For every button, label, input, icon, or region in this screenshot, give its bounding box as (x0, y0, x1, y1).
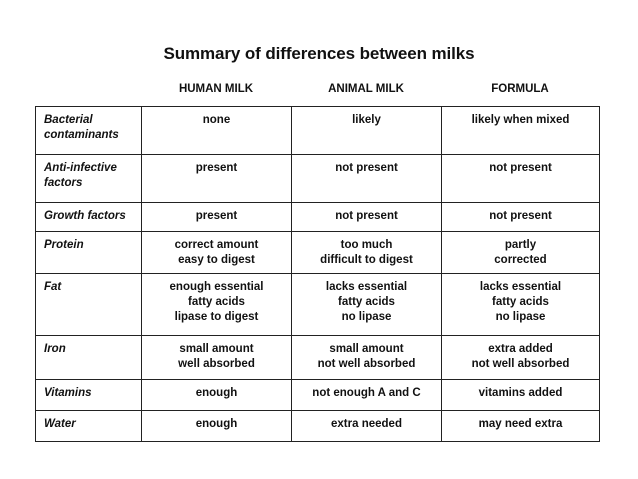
formula-cell: not present (441, 154, 600, 203)
animal-milk-cell: not enough A and C (291, 379, 442, 411)
cell-text-line: not present (335, 210, 398, 222)
human-milk-cell: enough (141, 379, 292, 411)
table-row: Fat enough essential fatty acids lipase to … (35, 273, 600, 336)
cell-text-line: vitamins added (478, 387, 563, 399)
table-row: Iron small amount well absorbed small amoun… (35, 335, 600, 380)
cell-text-line: enough (195, 387, 238, 399)
cell-text-line: fatty acids (188, 296, 245, 308)
cell-text-line: present (195, 162, 238, 174)
cell-text-line: enough (195, 418, 238, 430)
column-header-human-milk: HUMAN MILK (178, 83, 254, 95)
cell-text-line: not well absorbed (471, 358, 570, 370)
column-header-animal-milk: ANIMAL MILK (328, 83, 404, 95)
cell-text-line: corrected (494, 254, 547, 266)
cell-text-line: small amount (179, 343, 254, 355)
cell-text-line: enough essential (169, 281, 264, 293)
cell-text-line: small amount (329, 343, 404, 355)
cell-text-line: likely (352, 114, 381, 126)
cell-text-line: not present (489, 210, 552, 222)
formula-cell: may need extra (441, 410, 600, 442)
human-milk-cell: small amount well absorbed (141, 335, 292, 380)
formula-cell: not present (441, 202, 600, 232)
cell-text-line: factors (44, 177, 83, 189)
animal-milk-cell: too much difficult to digest (291, 231, 442, 274)
row-label: Water (35, 410, 142, 442)
cell-text-line: Fat (44, 281, 62, 293)
cell-text-line: lipase to digest (174, 311, 259, 323)
formula-cell: extra added not well absorbed (441, 335, 600, 380)
cell-text-line: too much (340, 239, 393, 251)
cell-text-line: not present (335, 162, 398, 174)
cell-text-line: Vitamins (44, 387, 92, 399)
animal-milk-cell: extra needed (291, 410, 442, 442)
formula-cell: lacks essential fatty acids no lipase (441, 273, 600, 336)
cell-text-line: fatty acids (492, 296, 549, 308)
row-label: Protein (35, 231, 142, 274)
table-row: Vitamins enough not enough A and C vitamins… (35, 379, 600, 411)
cell-text-line: Protein (44, 239, 84, 251)
cell-text-line: well absorbed (178, 358, 255, 370)
human-milk-cell: present (141, 202, 292, 232)
human-milk-cell: enough (141, 410, 292, 442)
row-label: Fat (35, 273, 142, 336)
row-label: Anti-infective factors (35, 154, 142, 203)
cell-text-line: difficult to digest (320, 254, 413, 266)
cell-text-line: Bacterial (44, 114, 93, 126)
cell-text-line: not well absorbed (317, 358, 416, 370)
cell-text-line: not present (489, 162, 552, 174)
cell-text-line: partly (504, 239, 537, 251)
table-row: Growth factors present not present not pres… (35, 202, 600, 232)
cell-text-line: no lipase (495, 311, 546, 323)
column-header-formula: FORMULA (491, 83, 549, 95)
cell-text-line: Water (44, 418, 76, 430)
comparison-table: Bacterial contaminants none likely likely wh… (35, 106, 600, 442)
cell-text-line: correct amount (174, 239, 259, 251)
human-milk-cell: correct amount easy to digest (141, 231, 292, 274)
cell-text-line: Iron (44, 343, 66, 355)
cell-text-line: lacks essential (325, 281, 408, 293)
animal-milk-cell: likely (291, 106, 442, 155)
animal-milk-cell: small amount not well absorbed (291, 335, 442, 380)
table-row: Water enough extra needed may need extra (35, 410, 600, 442)
formula-cell: likely when mixed (441, 106, 600, 155)
formula-cell: vitamins added (441, 379, 600, 411)
table-row: Anti-infective factors present not present n… (35, 154, 600, 203)
page-title: Summary of differences between milks (163, 44, 475, 63)
row-label: Iron (35, 335, 142, 380)
cell-text-line: not enough A and C (312, 387, 421, 399)
animal-milk-cell: lacks essential fatty acids no lipase (291, 273, 442, 336)
cell-text-line: present (195, 210, 238, 222)
row-label: Vitamins (35, 379, 142, 411)
cell-text-line: easy to digest (178, 254, 255, 266)
animal-milk-cell: not present (291, 202, 442, 232)
cell-text-line: may need extra (478, 418, 563, 430)
cell-text-line: likely when mixed (471, 114, 570, 126)
cell-text-line: extra needed (331, 418, 402, 430)
cell-text-line: Anti-infective (44, 162, 117, 174)
row-label: Growth factors (35, 202, 142, 232)
cell-text-line: extra added (488, 343, 553, 355)
cell-text-line: Growth factors (44, 210, 126, 222)
table-row: Bacterial contaminants none likely likely wh… (35, 106, 600, 155)
cell-text-line: no lipase (341, 311, 392, 323)
cell-text-line: contaminants (44, 129, 119, 141)
human-milk-cell: enough essential fatty acids lipase to dig… (141, 273, 292, 336)
cell-text-line: lacks essential (479, 281, 562, 293)
cell-text-line: fatty acids (338, 296, 395, 308)
cell-text-line: none (202, 114, 231, 126)
human-milk-cell: none (141, 106, 292, 155)
row-label: Bacterial contaminants (35, 106, 142, 155)
table-row: Protein correct amount easy to digest too m… (35, 231, 600, 274)
human-milk-cell: present (141, 154, 292, 203)
formula-cell: partly corrected (441, 231, 600, 274)
animal-milk-cell: not present (291, 154, 442, 203)
